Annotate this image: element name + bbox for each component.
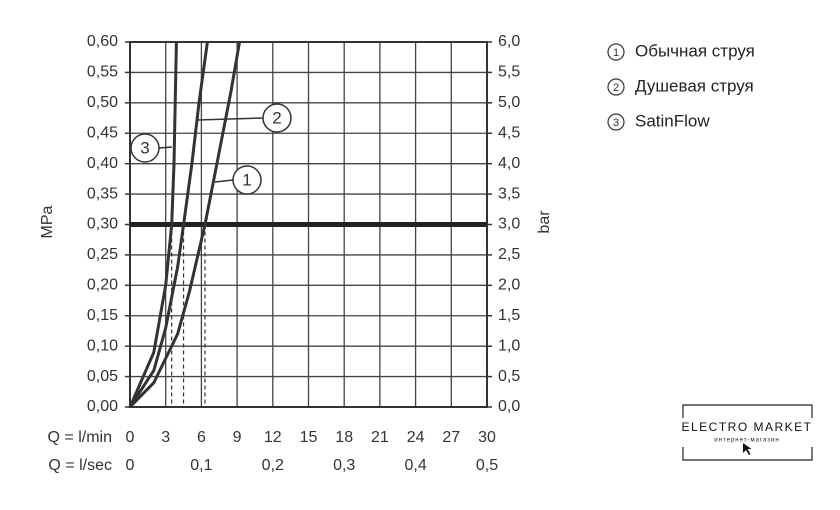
x2-axis-label: Q = l/sec [48, 457, 112, 474]
x-tick-label: 0 [126, 429, 135, 446]
y-tick-label: 0,40 [87, 155, 118, 172]
watermark: ELECTRO MARKET интернет-магазин [681, 404, 813, 461]
x2-tick-label: 0,3 [333, 457, 355, 474]
curve [128, 41, 178, 408]
y2-axis-label: bar [536, 210, 553, 234]
legend-label: SatinFlow [635, 111, 710, 130]
callout-label: 2 [272, 108, 281, 127]
y-axis-label: MPa [39, 205, 56, 238]
x-tick-label: 21 [371, 429, 389, 446]
legend-label: Обычная струя [635, 41, 755, 60]
x-tick-label: 3 [161, 429, 170, 446]
legend-symbol-label: 2 [613, 82, 619, 94]
y-tick-label: 0,30 [87, 216, 118, 233]
y2-tick-label: 6,0 [498, 33, 520, 50]
x2-tick-label: 0 [126, 457, 135, 474]
y-tick-label: 0,35 [87, 185, 118, 202]
x2-tick-label: 0,2 [262, 457, 284, 474]
x-tick-label: 9 [233, 429, 242, 446]
callout-circle [232, 165, 262, 195]
y2-tick-label: 5,5 [498, 64, 520, 81]
y2-tick-label: 4,5 [498, 124, 520, 141]
x-tick-label: 18 [335, 429, 353, 446]
x-tick-label: 24 [407, 429, 425, 446]
callout-leader [158, 146, 173, 149]
x-tick-label: 27 [442, 429, 460, 446]
y-tick-label: 0,55 [87, 64, 118, 81]
x2-tick-label: 0,4 [404, 457, 426, 474]
legend-symbol-label: 3 [613, 117, 619, 129]
y-tick-label: 0,20 [87, 277, 118, 294]
y-tick-label: 0,05 [87, 368, 118, 385]
y2-tick-label: 1,5 [498, 307, 520, 324]
x-tick-label: 12 [264, 429, 282, 446]
curve [128, 41, 241, 409]
y-tick-label: 0,60 [87, 33, 118, 50]
x-tick-label: 6 [197, 429, 206, 446]
x-tick-label: 30 [478, 429, 496, 446]
y-tick-label: 0,50 [87, 94, 118, 111]
y-tick-label: 0,15 [87, 307, 118, 324]
x2-tick-label: 0,5 [476, 457, 498, 474]
y2-tick-label: 2,5 [498, 246, 520, 263]
y-tick-label: 0,45 [87, 124, 118, 141]
x2-tick-label: 0,1 [190, 457, 212, 474]
callout-label: 3 [140, 138, 149, 157]
curve [128, 41, 209, 408]
watermark-subtitle: интернет-магазин [714, 438, 779, 444]
legend-symbol [607, 78, 625, 96]
y2-tick-label: 2,0 [498, 277, 520, 294]
y-tick-label: 0,25 [87, 246, 118, 263]
legend-symbol [607, 113, 625, 131]
y2-tick-label: 0,0 [498, 398, 520, 415]
y2-tick-label: 0,5 [498, 368, 520, 385]
x-tick-label: 15 [300, 429, 318, 446]
y2-tick-label: 3,5 [498, 185, 520, 202]
callout-leader [196, 117, 264, 121]
callout-circle [262, 103, 292, 133]
y-tick-label: 0,10 [87, 337, 118, 354]
y-tick-label: 0,00 [87, 398, 118, 415]
y2-tick-label: 4,0 [498, 155, 520, 172]
callout-label: 1 [242, 170, 251, 189]
y2-tick-label: 5,0 [498, 94, 520, 111]
watermark-title: ELECTRO MARKET [681, 420, 812, 434]
y2-tick-label: 3,0 [498, 216, 520, 233]
callout-circle [130, 133, 160, 163]
legend-symbol [607, 43, 625, 61]
y2-tick-label: 1,0 [498, 337, 520, 354]
legend-label: Душевая струя [635, 76, 754, 95]
callout-leader [214, 179, 234, 183]
x-axis-label: Q = l/min [48, 429, 112, 446]
legend-symbol-label: 1 [613, 47, 619, 59]
